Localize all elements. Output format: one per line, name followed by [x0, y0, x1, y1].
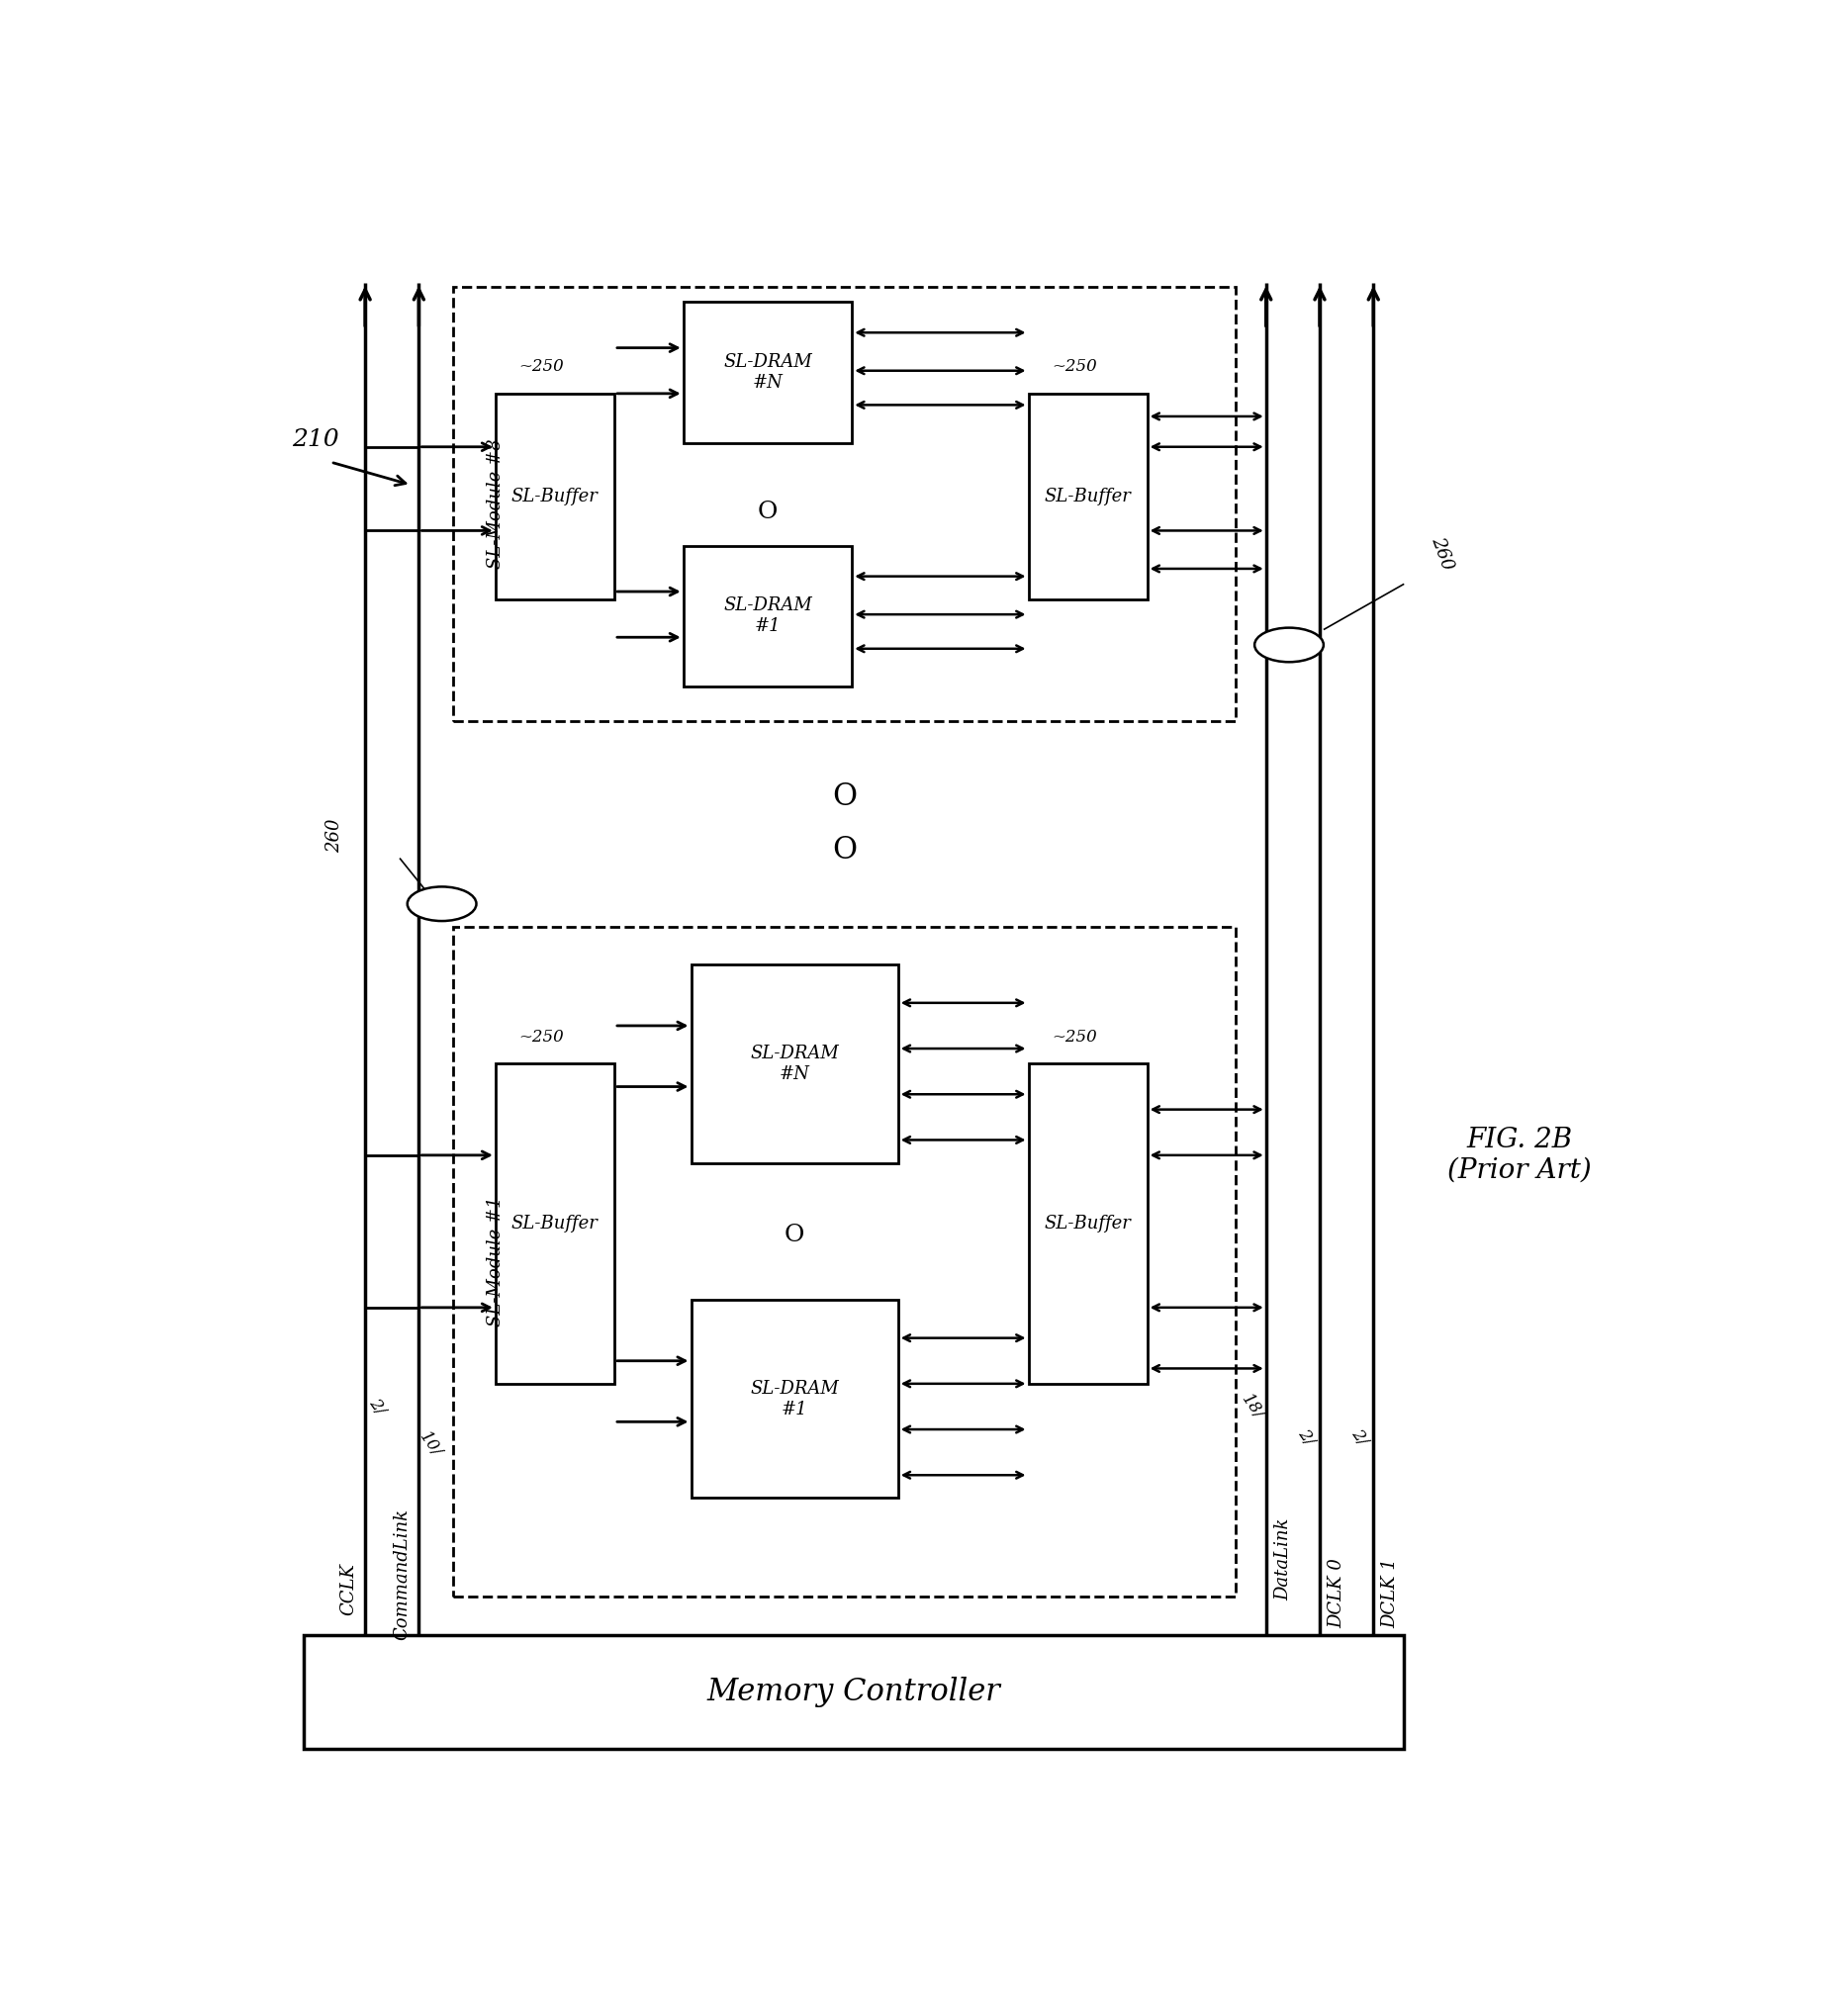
FancyBboxPatch shape [453, 287, 1234, 722]
Text: 10/: 10/ [416, 1429, 445, 1461]
Text: ~250: ~250 [519, 358, 564, 376]
Text: 18/: 18/ [1238, 1391, 1266, 1423]
Text: SL-DRAM
#1: SL-DRAM #1 [750, 1379, 839, 1419]
Text: ~250: ~250 [1052, 358, 1098, 376]
Ellipse shape [407, 886, 477, 921]
Text: SL-Buffer: SL-Buffer [512, 488, 599, 505]
FancyBboxPatch shape [495, 1063, 614, 1383]
Text: SL-Buffer: SL-Buffer [1044, 488, 1131, 505]
FancyBboxPatch shape [691, 965, 898, 1164]
Text: Memory Controller: Memory Controller [706, 1676, 1000, 1708]
FancyBboxPatch shape [691, 1300, 898, 1497]
Text: 2/: 2/ [1294, 1425, 1318, 1449]
Text: ~250: ~250 [519, 1029, 564, 1045]
Text: SL-DRAM
#N: SL-DRAM #N [750, 1045, 839, 1083]
FancyBboxPatch shape [303, 1634, 1404, 1749]
Text: O: O [758, 500, 778, 523]
Text: O: O [784, 1224, 804, 1246]
Text: ~250: ~250 [1052, 1029, 1098, 1045]
Text: O: O [832, 836, 857, 866]
Text: SL-Buffer: SL-Buffer [512, 1214, 599, 1232]
FancyBboxPatch shape [453, 927, 1234, 1598]
Text: DCLK 1: DCLK 1 [1380, 1558, 1399, 1628]
Text: SL-DRAM
#N: SL-DRAM #N [723, 354, 811, 392]
Text: DCLK 0: DCLK 0 [1327, 1558, 1345, 1628]
FancyBboxPatch shape [684, 547, 852, 687]
Text: SL-Module #1: SL-Module #1 [486, 1196, 505, 1327]
Text: 260: 260 [325, 818, 344, 852]
FancyBboxPatch shape [684, 302, 852, 442]
Text: FIG. 2B
(Prior Art): FIG. 2B (Prior Art) [1447, 1126, 1591, 1184]
Text: 210: 210 [292, 428, 340, 450]
FancyBboxPatch shape [1027, 394, 1148, 599]
FancyBboxPatch shape [495, 394, 614, 599]
Text: 2/: 2/ [1347, 1425, 1371, 1449]
Ellipse shape [1255, 627, 1323, 661]
Text: SL-Buffer: SL-Buffer [1044, 1214, 1131, 1232]
Text: SL-DRAM
#1: SL-DRAM #1 [723, 597, 811, 635]
Text: 2/: 2/ [366, 1395, 388, 1417]
Text: SL-Module #8: SL-Module #8 [486, 438, 505, 569]
Text: O: O [832, 782, 857, 812]
Text: DataLink: DataLink [1273, 1518, 1292, 1600]
Text: CCLK: CCLK [340, 1564, 357, 1616]
Text: CommandLink: CommandLink [394, 1508, 410, 1640]
FancyBboxPatch shape [1027, 1063, 1148, 1383]
Text: 260: 260 [1429, 535, 1456, 573]
